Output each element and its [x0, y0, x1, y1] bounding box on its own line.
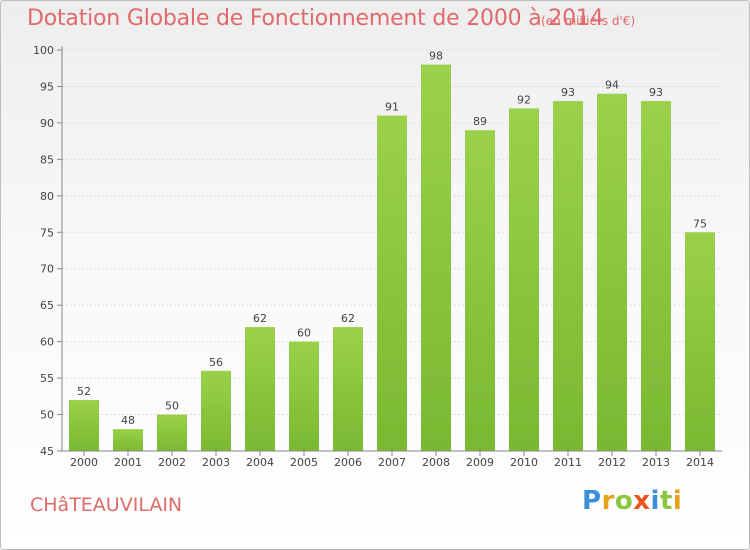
x-tick-label: 2010 — [510, 456, 538, 469]
bar-value-label: 98 — [429, 50, 443, 63]
x-tick-label: 2008 — [422, 456, 450, 469]
x-tick-label: 2012 — [598, 456, 626, 469]
bar — [113, 429, 143, 451]
y-tick-label: 45 — [40, 445, 54, 458]
y-tick-label: 65 — [40, 299, 54, 312]
bar-value-label: 93 — [561, 86, 575, 99]
x-tick-label: 2003 — [202, 456, 230, 469]
bar — [421, 64, 451, 451]
bar-value-label: 89 — [473, 115, 487, 128]
bar — [157, 414, 187, 451]
bar — [201, 370, 231, 451]
bar-value-label: 48 — [121, 414, 135, 427]
x-tick-label: 2000 — [70, 456, 98, 469]
x-tick-label: 2009 — [466, 456, 494, 469]
y-tick-label: 60 — [40, 336, 54, 349]
bars: 52 48 50 56 62 60 62 91 98 89 92 93 94 93 75 — [69, 50, 715, 452]
bar-value-label: 62 — [253, 312, 267, 325]
bar — [509, 108, 539, 451]
bar — [465, 130, 495, 451]
x-tick-label: 2001 — [114, 456, 142, 469]
logo-letter: r — [601, 486, 615, 516]
x-tick-label: 2006 — [334, 456, 362, 469]
logo-letter: P — [582, 486, 602, 516]
logo-letter: o — [614, 486, 634, 516]
y-tick-label: 100 — [33, 44, 54, 57]
bar — [69, 399, 99, 451]
logo-letter: t — [659, 486, 673, 516]
bar-value-label: 93 — [649, 86, 663, 99]
y-tick-label: 50 — [40, 409, 54, 422]
x-tick-label: 2004 — [246, 456, 274, 469]
bar-value-label: 60 — [297, 327, 311, 340]
commune-name: CHâTEAUVILAIN — [30, 494, 183, 516]
x-tick-label: 2011 — [554, 456, 582, 469]
bar-value-label: 62 — [341, 312, 355, 325]
bar-value-label: 92 — [517, 93, 531, 106]
bar — [245, 327, 275, 451]
bar — [333, 327, 363, 451]
x-tick-label: 2013 — [642, 456, 670, 469]
y-tick-label: 70 — [40, 263, 54, 276]
bar-value-label: 75 — [693, 217, 707, 230]
logo-letter: i — [650, 486, 660, 516]
bar-value-label: 94 — [605, 79, 619, 92]
bar — [289, 341, 319, 451]
x-tick-label: 2014 — [686, 456, 714, 469]
y-tick-label: 85 — [40, 153, 54, 166]
y-tick-label: 95 — [40, 80, 54, 93]
bar — [685, 232, 715, 451]
bar — [377, 115, 407, 452]
logo-letter: x — [633, 486, 651, 516]
bar-value-label: 56 — [209, 356, 223, 369]
chart-subtitle: (en milliers d'€) — [541, 14, 636, 28]
bar — [641, 101, 671, 451]
y-tick-label: 90 — [40, 117, 54, 130]
chart-title: Dotation Globale de Fonctionnement de 20… — [27, 6, 604, 31]
bar — [597, 93, 627, 451]
proxiti-logo: Proxiti — [582, 486, 682, 516]
logo-letter: i — [672, 486, 683, 516]
bar — [553, 101, 583, 451]
axes: 45 50 55 60 65 70 75 80 85 90 95 100 2000 2001 2002 200… — [33, 44, 722, 469]
bar-value-label: 52 — [77, 385, 91, 398]
x-tick-label: 2002 — [158, 456, 186, 469]
x-tick-label: 2005 — [290, 456, 318, 469]
bar-value-label: 50 — [165, 400, 179, 413]
y-tick-label: 75 — [40, 226, 54, 239]
y-tick-label: 80 — [40, 190, 54, 203]
x-tick-label: 2007 — [378, 456, 406, 469]
y-tick-label: 55 — [40, 372, 54, 385]
bar-value-label: 91 — [385, 101, 399, 114]
